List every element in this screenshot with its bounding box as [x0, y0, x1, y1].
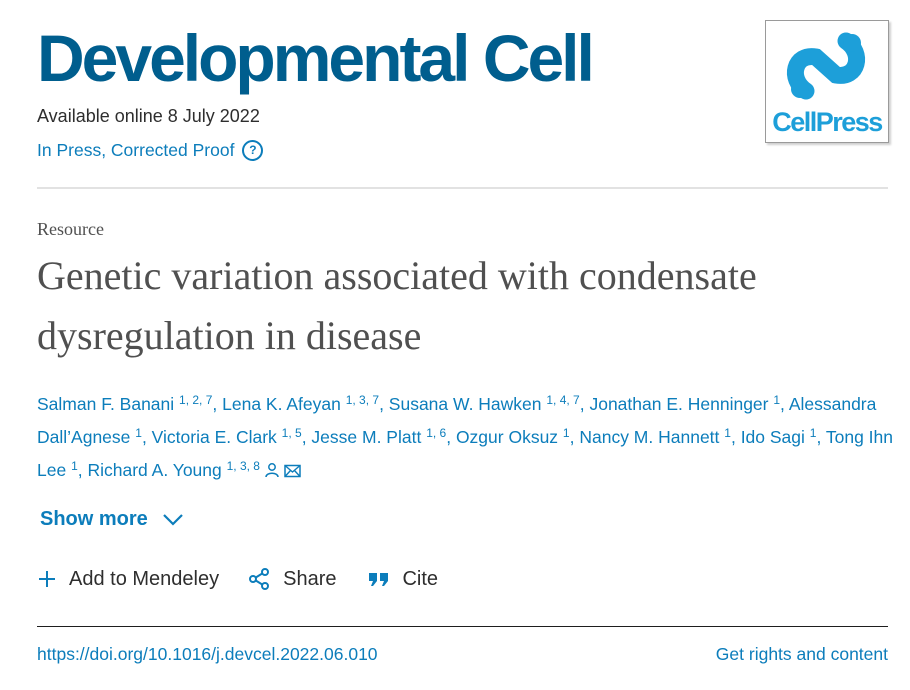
author-item: Susana W. Hawken 1, 4, 7 [389, 394, 580, 414]
author-separator: , [780, 394, 789, 414]
cellpress-logo[interactable]: CellPress [765, 20, 889, 143]
availability-date: Available online 8 July 2022 [37, 106, 260, 126]
article-title: Genetic variation associated with conden… [37, 253, 757, 358]
author-item: Alessandra Dall’Agnese 1 [37, 394, 876, 447]
author-affiliation[interactable]: 1 [809, 426, 817, 440]
author-affiliation[interactable]: 1 [773, 393, 781, 407]
author-separator: , [212, 394, 223, 414]
author-separator: , [569, 427, 580, 447]
author-item: Salman F. Banani 1, 2, 7 [37, 394, 212, 414]
author-item: Jonathan E. Henninger 1 [589, 394, 780, 414]
author-separator: , [730, 427, 741, 447]
author-separator: , [446, 427, 456, 447]
rights-link[interactable]: Get rights and content [715, 644, 888, 664]
author-affiliation[interactable]: 1 [71, 459, 78, 473]
author-affiliation[interactable]: 1, 5 [281, 426, 302, 440]
header-divider [37, 187, 888, 189]
cite-button[interactable]: Cite [368, 568, 438, 591]
author-separator: , [301, 427, 312, 447]
article-type: Resource [37, 219, 104, 239]
author-item: Jesse M. Platt 1, 6 [311, 427, 446, 447]
journal-title[interactable]: Developmental Cell [37, 21, 595, 95]
author-item: Lena K. Afeyan 1, 3, 7 [222, 394, 379, 414]
author-affiliation[interactable]: 1, 4, 7 [546, 393, 580, 407]
question-circle-icon[interactable]: ? [242, 140, 264, 161]
author-item: Ozgur Oksuz 1 [456, 427, 570, 447]
author-name[interactable]: Jesse M. Platt [311, 427, 427, 447]
article-actions: Add to Mendeley Share Cite [37, 567, 438, 591]
share-label[interactable]: Share [283, 567, 337, 590]
person-icon[interactable] [264, 462, 280, 478]
footer-divider [37, 626, 888, 627]
author-affiliation[interactable]: 1, 3, 7 [345, 393, 380, 407]
author-affiliation[interactable]: 1, 2, 7 [179, 393, 213, 407]
share-button[interactable]: Share [247, 567, 336, 591]
author-name[interactable]: Victoria E. Clark [151, 427, 282, 447]
chevron-down-icon[interactable] [162, 513, 184, 527]
author-name[interactable]: Alessandra Dall’Agnese [37, 394, 877, 447]
author-name[interactable]: Richard A. Young [87, 460, 227, 480]
author-separator: , [77, 460, 88, 480]
author-affiliation[interactable]: 1, 6 [426, 426, 447, 440]
author-list: Salman F. Banani 1, 2, 7, Lena K. Afeyan… [37, 388, 897, 487]
in-press-label[interactable]: In Press, Corrected Proof [37, 140, 235, 160]
author-affiliation[interactable]: 1 [135, 426, 142, 440]
cite-label[interactable]: Cite [402, 567, 439, 590]
author-name[interactable]: Tong Ihn Lee [37, 427, 894, 480]
author-separator: , [579, 394, 590, 414]
author-separator: , [816, 427, 826, 447]
add-to-mendeley-button[interactable]: Add to Mendeley [37, 568, 219, 591]
quote-icon [369, 573, 389, 586]
in-press-status[interactable]: In Press, Corrected Proof ? [37, 140, 264, 161]
author-separator: , [141, 427, 152, 447]
author-name[interactable]: Ozgur Oksuz [455, 427, 563, 447]
author-name[interactable]: Susana W. Hawken [388, 394, 547, 414]
author-name[interactable]: Salman F. Banani [37, 394, 180, 414]
author-separator: , [379, 394, 389, 414]
cellpress-logo-text: CellPress [772, 107, 883, 137]
show-more-button[interactable]: Show more [40, 508, 184, 531]
author-name[interactable]: Lena K. Afeyan [222, 394, 346, 414]
cellpress-logo-icon [787, 32, 865, 100]
envelope-icon[interactable] [284, 464, 301, 478]
author-name[interactable]: Ido Sagi [740, 427, 810, 447]
show-more-label[interactable]: Show more [40, 508, 148, 530]
doi-link[interactable]: https://doi.org/10.1016/j.devcel.2022.06… [37, 644, 378, 664]
author-affiliation[interactable]: 1 [562, 426, 570, 440]
author-item: Ido Sagi 1 [741, 427, 817, 447]
author-item: Victoria E. Clark 1, 5 [152, 427, 302, 447]
author-name[interactable]: Nancy M. Hannett [579, 427, 725, 447]
add-to-mendeley-label[interactable]: Add to Mendeley [69, 567, 220, 590]
share-icon [249, 568, 270, 590]
author-affiliation[interactable]: 1, 3, 8 [226, 459, 260, 473]
author-name[interactable]: Jonathan E. Henninger [589, 394, 774, 414]
plus-icon [39, 571, 55, 587]
author-item: Richard A. Young 1, 3, 8 [87, 460, 260, 480]
author-item: Nancy M. Hannett 1 [579, 427, 731, 447]
author-affiliation[interactable]: 1 [724, 426, 731, 440]
author-item: Tong Ihn Lee 1 [37, 427, 893, 480]
